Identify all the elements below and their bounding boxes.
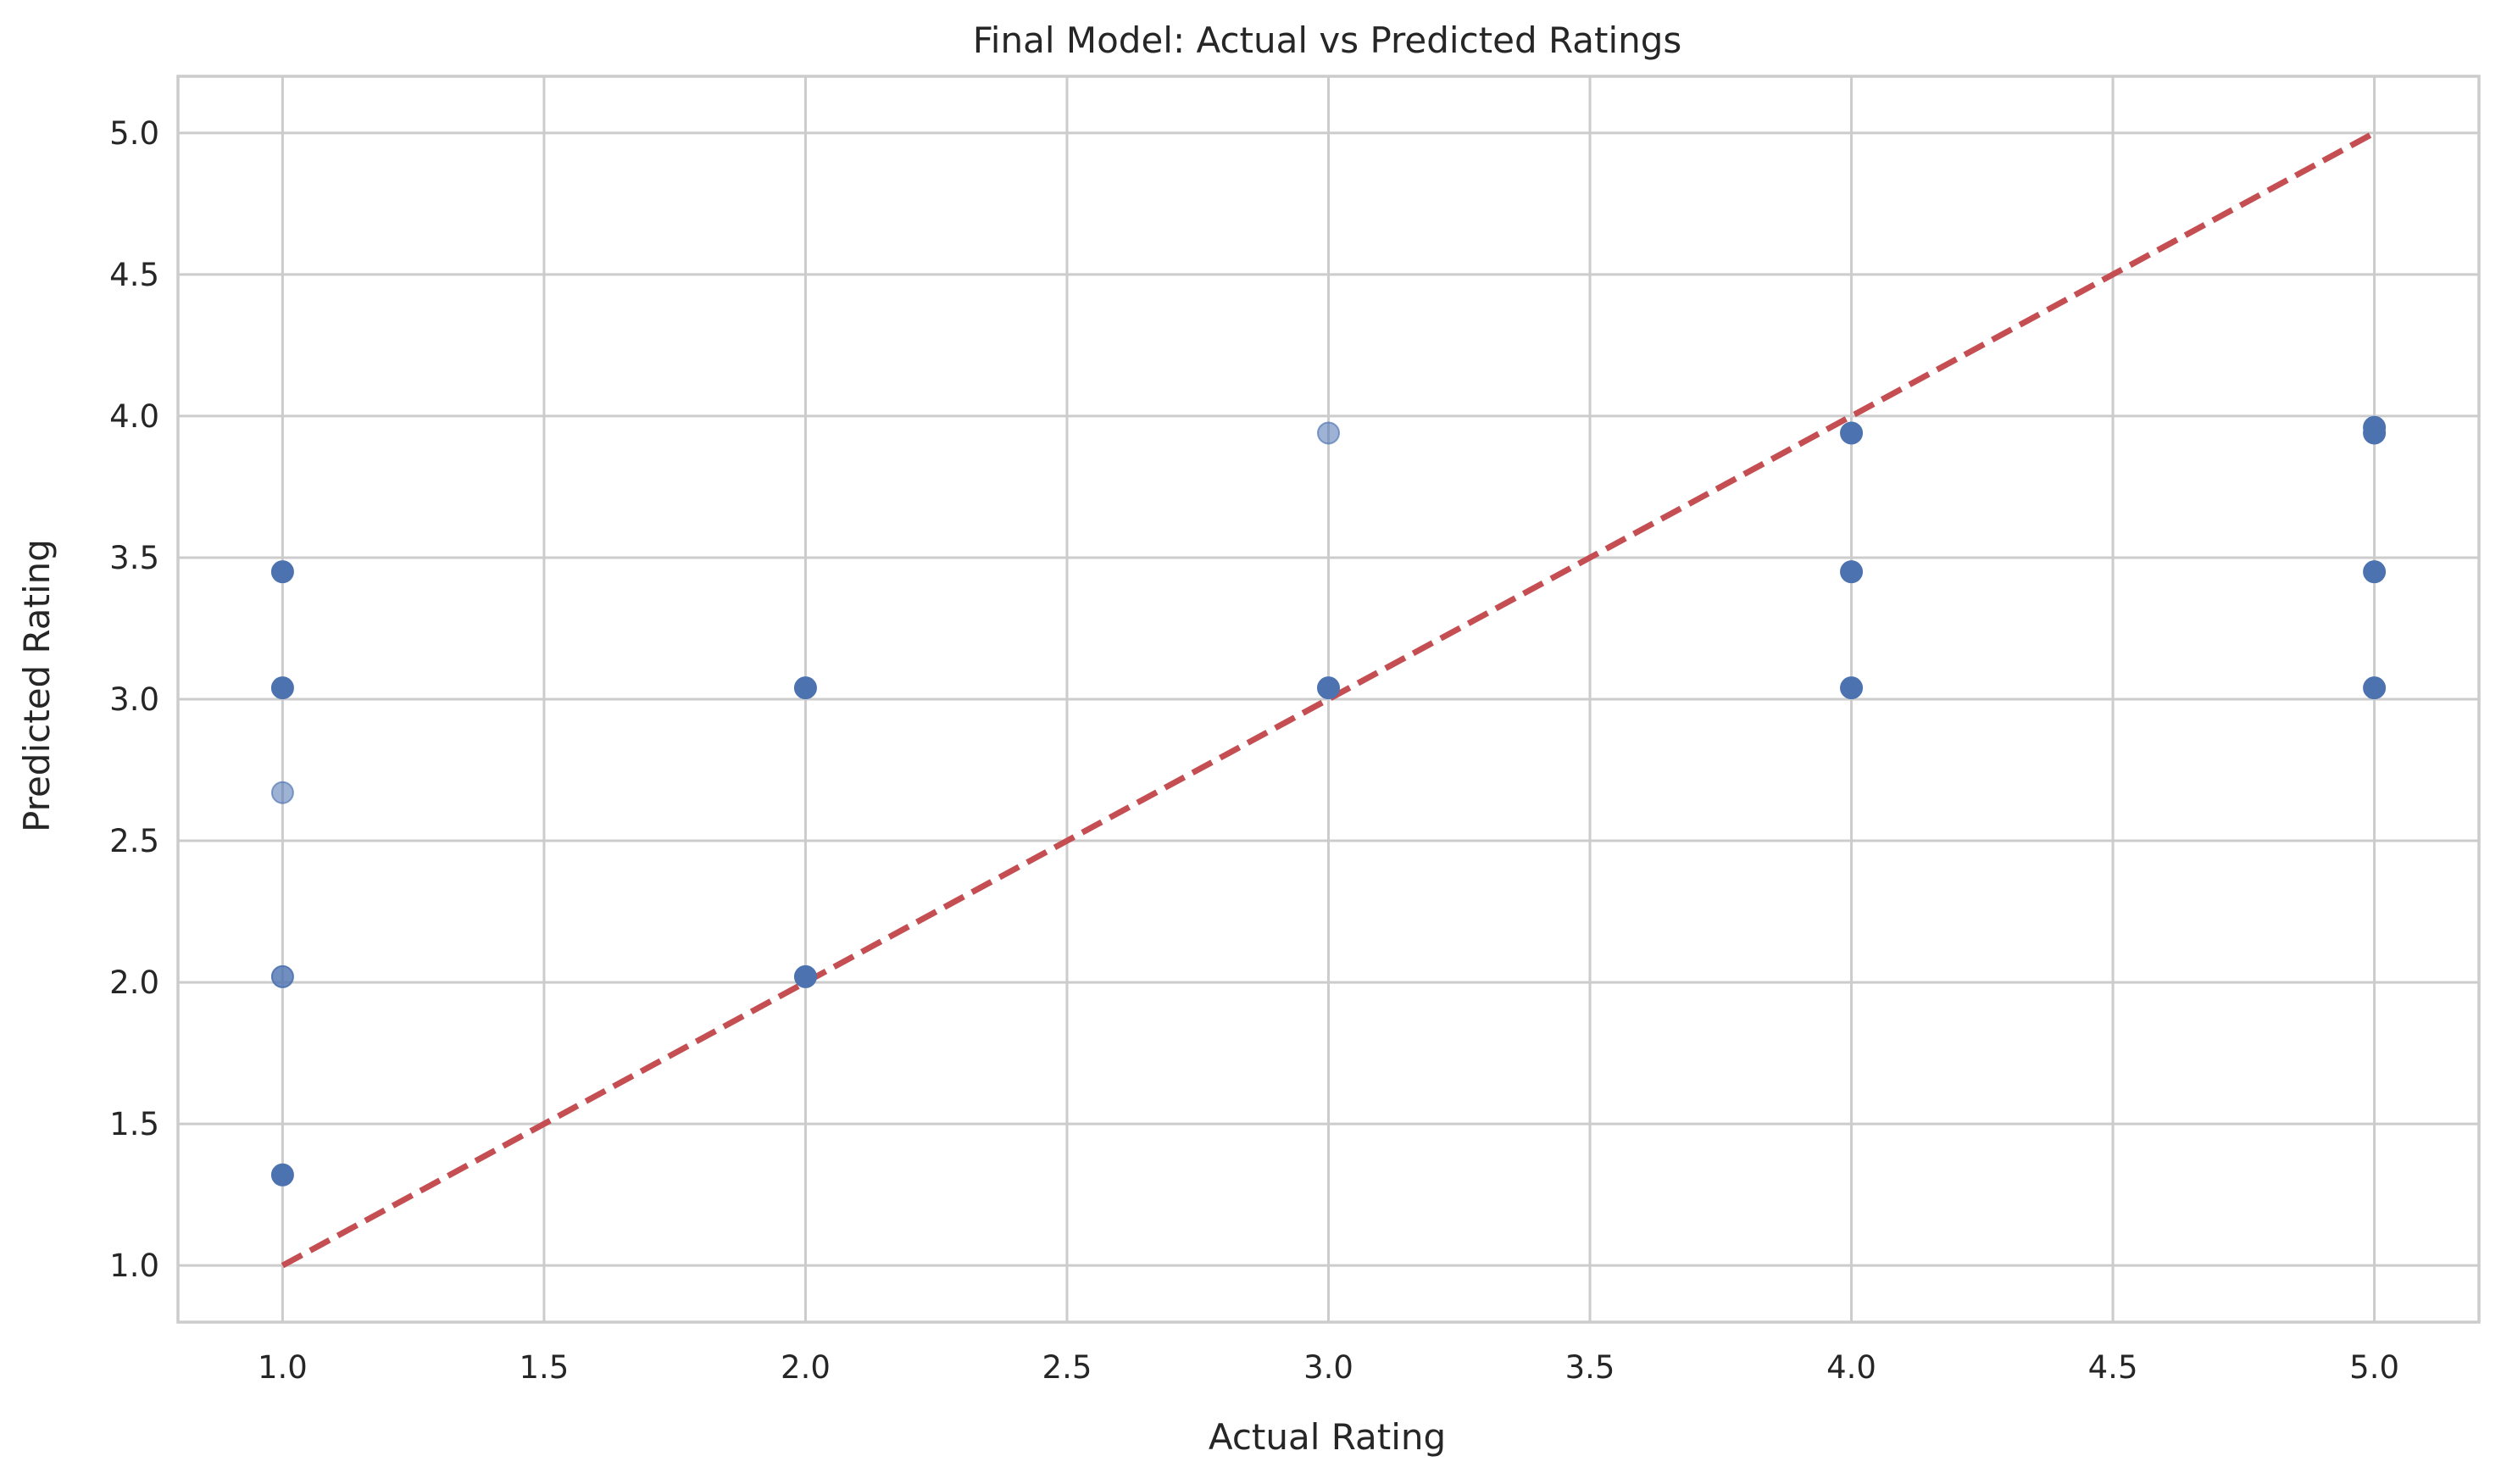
x-tick-label: 5.0 bbox=[2349, 1349, 2399, 1386]
x-tick-label: 1.0 bbox=[258, 1349, 308, 1386]
data-point bbox=[1840, 421, 1864, 445]
y-tick-label: 3.0 bbox=[109, 681, 159, 718]
x-tick-label: 3.5 bbox=[1565, 1349, 1615, 1386]
data-point bbox=[793, 676, 817, 700]
data-point bbox=[270, 560, 294, 584]
y-tick-label: 2.5 bbox=[109, 823, 159, 859]
data-point bbox=[2363, 560, 2387, 584]
x-tick-label: 3.0 bbox=[1303, 1349, 1353, 1386]
data-point bbox=[270, 1163, 294, 1187]
y-axis-label: Predicted Rating bbox=[16, 539, 58, 832]
x-tick-label: 2.5 bbox=[1042, 1349, 1092, 1386]
data-point bbox=[270, 964, 294, 988]
y-tick-label: 3.5 bbox=[109, 540, 159, 576]
y-tick-label: 4.5 bbox=[109, 257, 159, 293]
plot-frame bbox=[176, 75, 2481, 1324]
x-tick-labels: 1.0 1.5 2.0 2.5 3.0 3.5 4.0 4.5 5.0 bbox=[258, 1349, 2399, 1386]
y-tick-label: 5.0 bbox=[109, 115, 159, 152]
x-axis-label: Actual Rating bbox=[1209, 1416, 1446, 1458]
x-tick-label: 2.0 bbox=[781, 1349, 831, 1386]
x-tick-label: 4.5 bbox=[2088, 1349, 2138, 1386]
data-point bbox=[270, 781, 294, 804]
data-point bbox=[2363, 676, 2387, 700]
data-point bbox=[1317, 421, 1340, 445]
data-point bbox=[1840, 676, 1864, 700]
data-point bbox=[270, 676, 294, 700]
data-point bbox=[2363, 421, 2387, 445]
chart-title: Final Model: Actual vs Predicted Ratings bbox=[973, 19, 1682, 61]
data-point bbox=[1840, 560, 1864, 584]
reference-line-layer bbox=[281, 130, 2376, 1269]
data-point bbox=[1317, 676, 1340, 700]
y-tick-label: 2.0 bbox=[109, 964, 159, 1001]
reference-line bbox=[281, 130, 2376, 1269]
y-tick-labels: 1.0 1.5 2.0 2.5 3.0 3.5 4.0 4.5 5.0 bbox=[109, 115, 159, 1284]
x-tick-label: 1.5 bbox=[520, 1349, 570, 1386]
y-tick-label: 1.0 bbox=[109, 1248, 159, 1284]
x-tick-label: 4.0 bbox=[1826, 1349, 1876, 1386]
data-points bbox=[270, 415, 2387, 1187]
data-point bbox=[793, 964, 817, 988]
y-tick-label: 4.0 bbox=[109, 398, 159, 435]
y-tick-label: 1.5 bbox=[109, 1106, 159, 1142]
